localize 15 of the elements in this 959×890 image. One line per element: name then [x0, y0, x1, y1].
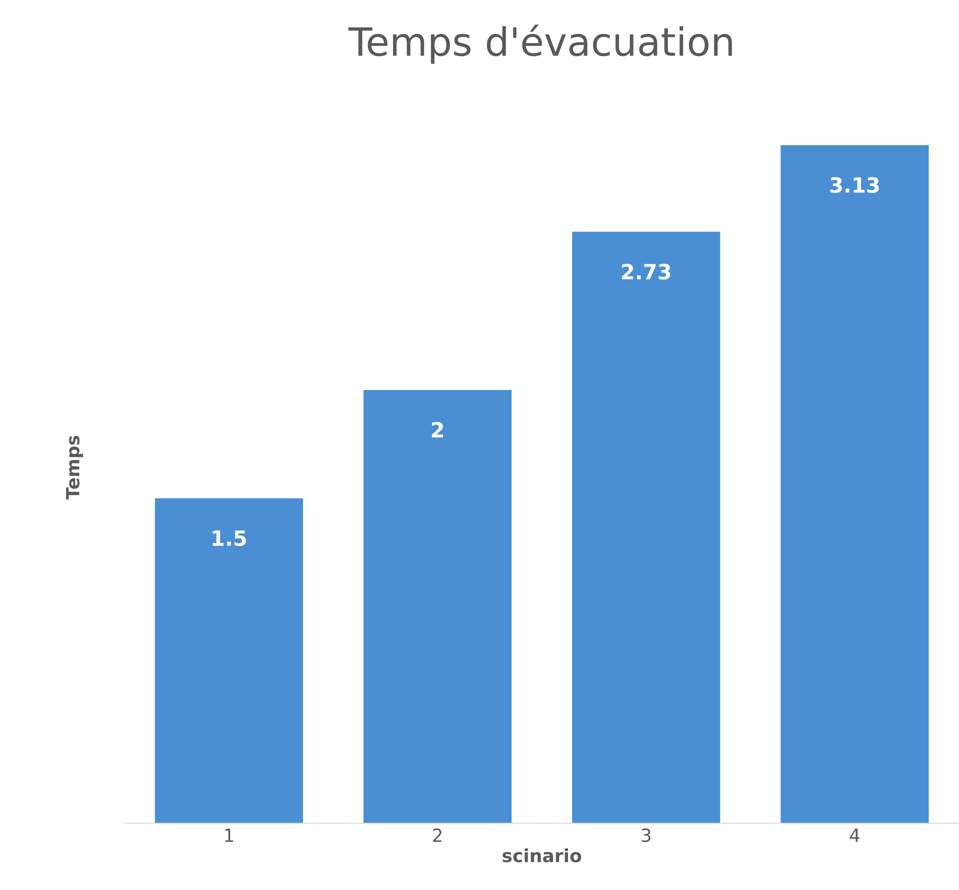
x-axis-title: scinario: [502, 848, 582, 862]
data-label: 2: [432, 422, 443, 438]
bar: [154, 498, 304, 824]
bar: [780, 145, 929, 824]
chart-title: Temps d'évacuation: [348, 24, 732, 64]
data-label: 1.5: [212, 530, 246, 546]
data-label: 3.13: [830, 177, 879, 193]
x-tick-label: 2: [433, 828, 442, 842]
x-tick-label: 3: [642, 828, 650, 842]
x-tick-label: 1: [225, 828, 234, 842]
x-tick-label: 4: [850, 828, 860, 842]
bar: [363, 390, 512, 824]
data-label: 2.73: [622, 264, 670, 280]
y-axis-title: Temps: [66, 436, 84, 500]
bar: [572, 232, 720, 824]
